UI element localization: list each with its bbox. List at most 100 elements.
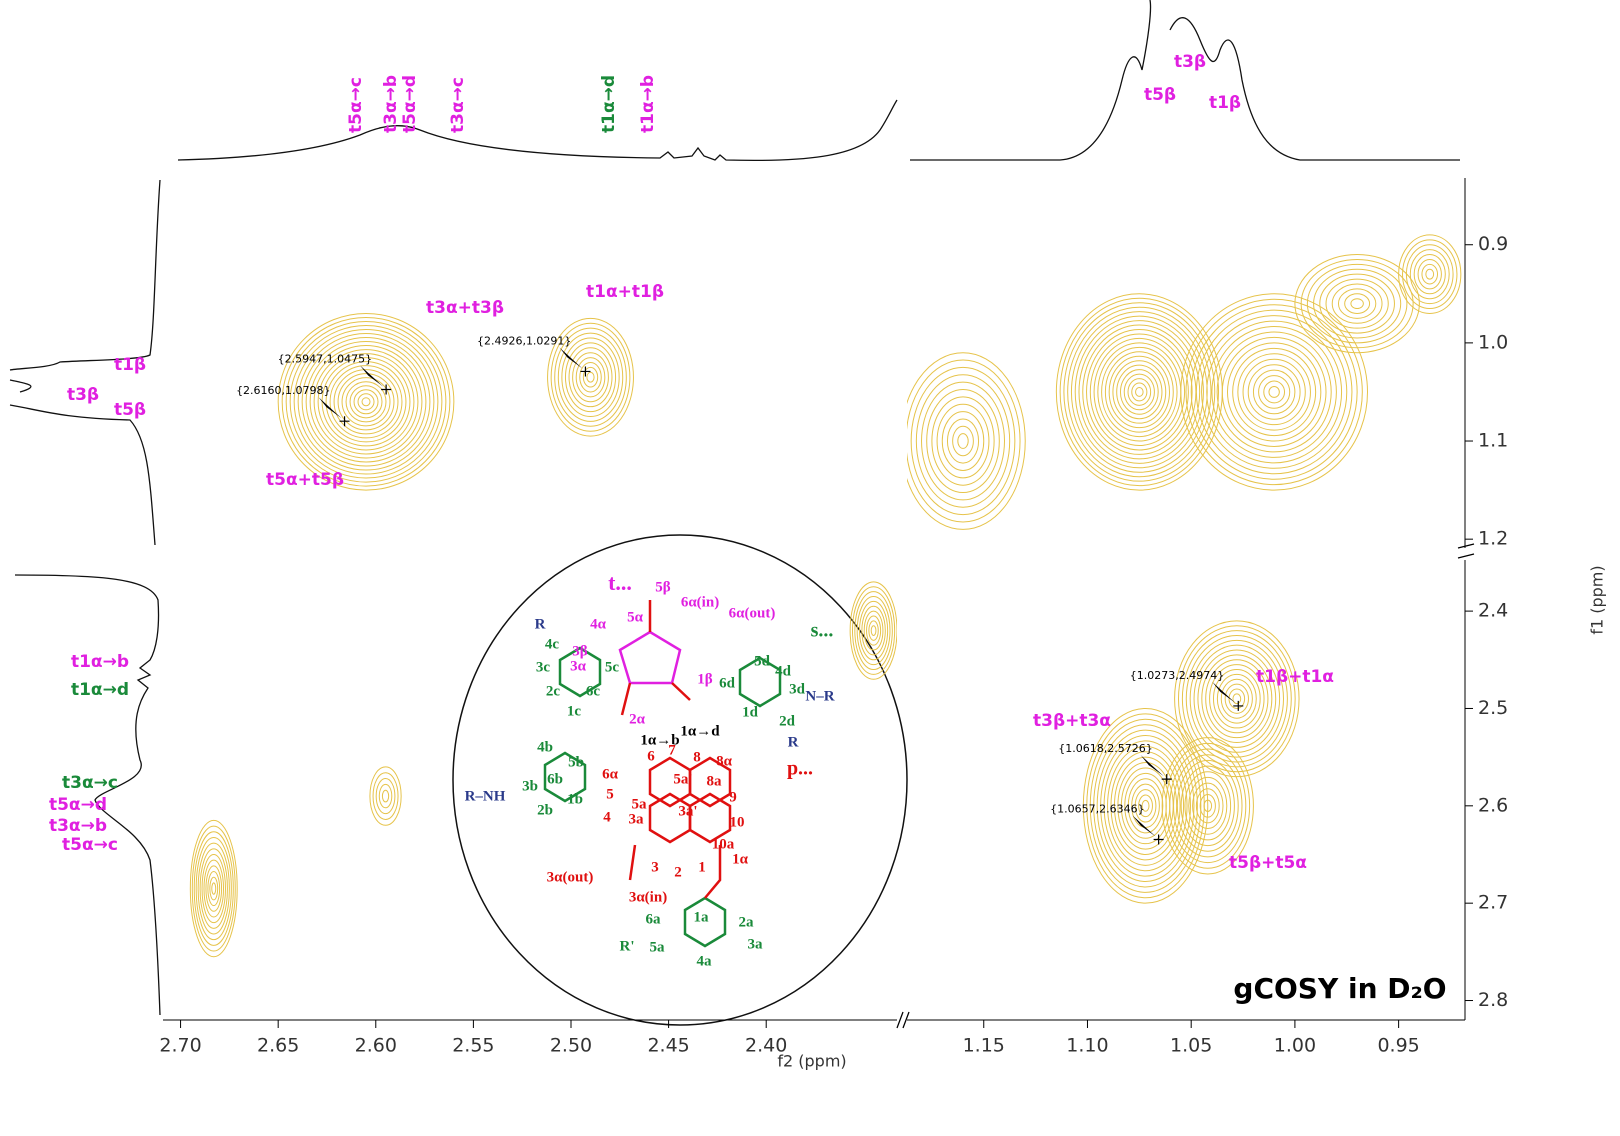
contour-level bbox=[1059, 297, 1220, 487]
contour-level bbox=[321, 357, 411, 447]
x-tick-label: 1.15 bbox=[963, 1035, 1005, 1057]
contour-level bbox=[572, 352, 609, 403]
contour-level bbox=[561, 337, 620, 417]
contour-level bbox=[1247, 364, 1301, 420]
contour-peak bbox=[277, 312, 455, 491]
structure-label: 5a bbox=[650, 939, 666, 955]
contour-level bbox=[337, 373, 395, 431]
contour-level bbox=[907, 352, 1026, 530]
contour-level bbox=[1100, 735, 1191, 877]
contour-level bbox=[870, 625, 877, 636]
contour-level bbox=[1082, 324, 1197, 460]
structure-label: R bbox=[535, 616, 546, 632]
structure-label: 2 bbox=[674, 864, 682, 880]
contour-level bbox=[866, 615, 882, 646]
contour-level bbox=[575, 357, 606, 398]
contour-level bbox=[854, 591, 893, 671]
contour-level bbox=[547, 317, 634, 437]
contour-level bbox=[557, 332, 624, 422]
contour-level bbox=[199, 848, 228, 929]
peak-label: {2.4926,1.0291} bbox=[477, 334, 571, 347]
contour-level bbox=[1127, 378, 1152, 406]
structure-label: 6b bbox=[547, 771, 563, 787]
contour-level bbox=[907, 359, 1021, 523]
contour-level bbox=[1185, 298, 1363, 486]
y-tick-label: 1.2 bbox=[1478, 528, 1508, 550]
annotation: t3α+t3β bbox=[426, 298, 504, 318]
structure-label: 5b bbox=[568, 754, 584, 770]
structure-label: 6a bbox=[646, 911, 662, 927]
contour-level bbox=[361, 397, 371, 407]
contour-level bbox=[1190, 304, 1358, 480]
contour-level bbox=[211, 882, 217, 895]
crosshair bbox=[339, 416, 350, 427]
annotation: t1α→b bbox=[638, 75, 658, 133]
structure-label: 4d bbox=[775, 663, 792, 679]
contour-level bbox=[1110, 751, 1181, 861]
contour-level bbox=[1409, 249, 1450, 300]
peak-marker bbox=[1212, 681, 1244, 711]
peak-marker bbox=[1140, 755, 1172, 785]
contour-level bbox=[915, 374, 1011, 508]
annotation: t3β bbox=[1174, 52, 1206, 72]
contour-level bbox=[1199, 793, 1216, 818]
chart-title: gCOSY in D₂O bbox=[1233, 972, 1446, 1005]
structure-label: 4 bbox=[603, 809, 611, 825]
contour-level bbox=[1108, 355, 1170, 429]
structure-label: 3a bbox=[748, 936, 764, 952]
contour-level bbox=[1306, 263, 1408, 344]
contour-level bbox=[372, 772, 399, 820]
contour-level bbox=[1350, 298, 1364, 310]
crosshair bbox=[381, 384, 392, 395]
contour-level bbox=[1089, 333, 1189, 451]
structure-label: 3a bbox=[629, 811, 645, 827]
contour-level bbox=[1313, 268, 1402, 339]
contour-level bbox=[1176, 759, 1239, 852]
contour-level bbox=[1252, 369, 1296, 415]
structure-label: 2b bbox=[537, 802, 553, 818]
contour-level bbox=[1226, 342, 1322, 442]
contour-level bbox=[277, 312, 455, 491]
pointer bbox=[318, 397, 342, 419]
contour-level bbox=[1134, 789, 1157, 823]
peak-marker bbox=[360, 365, 392, 395]
annotation: t1α→d bbox=[599, 75, 619, 133]
contour-level bbox=[205, 865, 223, 912]
contour-level bbox=[582, 366, 599, 388]
contour-level bbox=[1413, 254, 1446, 295]
structure-label: 1d bbox=[742, 704, 759, 720]
contour-level bbox=[1180, 765, 1235, 847]
annotation: t1β bbox=[1209, 93, 1241, 113]
contour-level bbox=[1211, 326, 1337, 458]
annotation: t5β bbox=[1144, 85, 1176, 105]
structure-label: 4c bbox=[545, 636, 560, 652]
contour-level bbox=[1201, 654, 1273, 744]
structure-label: 5a' bbox=[673, 771, 692, 787]
contour-level bbox=[297, 333, 435, 471]
contour-level bbox=[369, 766, 402, 826]
structure-label: 6c bbox=[586, 683, 601, 699]
contour-level bbox=[1055, 293, 1223, 491]
contour-level bbox=[193, 831, 234, 946]
y-tick-label: 1.1 bbox=[1478, 430, 1508, 452]
crosshair bbox=[1161, 774, 1172, 785]
x-tick-label: 2.40 bbox=[745, 1035, 787, 1057]
contour-level bbox=[936, 403, 990, 479]
contour-level bbox=[1232, 347, 1317, 437]
y-tick-label: 2.4 bbox=[1478, 600, 1508, 622]
structure-label: 4α bbox=[590, 616, 607, 632]
contour-level bbox=[1097, 342, 1182, 442]
contour-level bbox=[378, 783, 393, 809]
contour-level bbox=[1216, 331, 1332, 453]
contour-peak bbox=[547, 317, 634, 437]
contour-level bbox=[1180, 293, 1369, 491]
structure-label: 1α→b bbox=[640, 732, 679, 748]
annotation: t3α→c bbox=[62, 773, 118, 793]
structure-label: 6α(out) bbox=[729, 605, 776, 621]
pointer bbox=[1140, 755, 1164, 777]
contour-level bbox=[341, 377, 391, 427]
annotation: t5α→c bbox=[346, 77, 366, 133]
structure-label: R–NH bbox=[465, 788, 506, 804]
peak-marker bbox=[559, 347, 591, 377]
contour-level bbox=[309, 345, 423, 459]
